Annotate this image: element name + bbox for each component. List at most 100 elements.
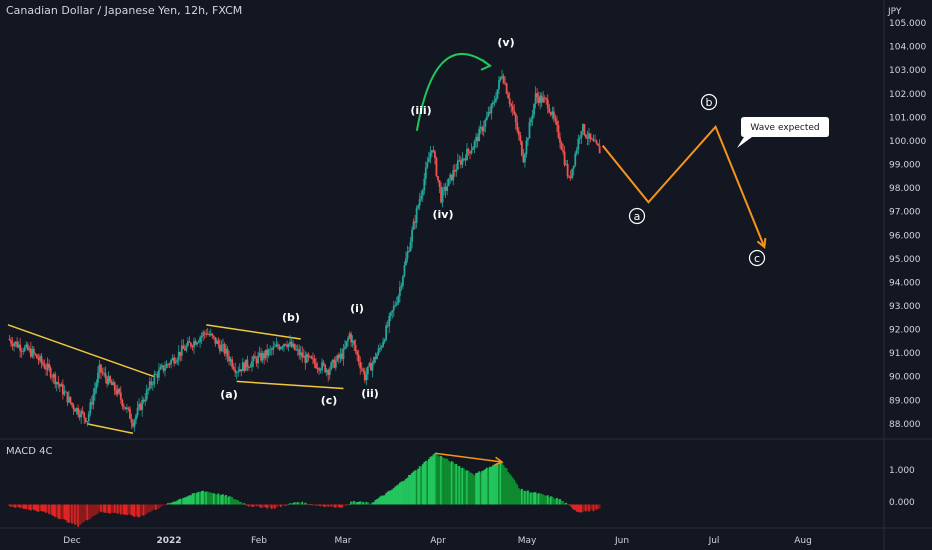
candle-body — [212, 335, 215, 338]
macd-bar — [420, 466, 423, 505]
macd-bar — [212, 493, 215, 505]
macd-bar — [93, 504, 96, 516]
candle-body — [475, 136, 478, 142]
macd-bar — [129, 504, 131, 515]
time-label-apr: Apr — [430, 536, 446, 546]
price-tick-label: 94.000 — [889, 278, 921, 288]
wave-expected-callout[interactable]: Wave expected — [737, 117, 829, 148]
macd-bar — [543, 495, 546, 505]
candle-body — [427, 158, 430, 163]
impulse-arc-arrow — [415, 53, 491, 131]
macd-bar — [485, 467, 488, 505]
macd-bar — [585, 504, 587, 512]
macd-bar — [537, 493, 540, 505]
candle-body — [272, 346, 275, 350]
candle-body — [312, 358, 314, 360]
macd-bar — [522, 490, 525, 505]
candle-body — [19, 344, 22, 351]
macd-bar — [202, 490, 205, 505]
candle-body — [164, 368, 166, 371]
symbol-title[interactable]: Canadian Dollar / Japanese Yen, 12h, FXC… — [6, 4, 243, 17]
macd-bar — [365, 501, 368, 505]
candle-body — [488, 112, 491, 114]
candle-body — [89, 402, 92, 414]
macd-bar — [43, 504, 46, 512]
macd-bar — [132, 504, 134, 517]
macd-bar — [432, 454, 435, 505]
macd-bar — [16, 504, 18, 507]
macd-bar — [115, 504, 118, 513]
macd-bar — [154, 504, 157, 510]
macd-bar — [126, 504, 128, 516]
candle-body — [440, 186, 442, 203]
macd-bar — [559, 499, 561, 505]
price-ticks: 88.000 89.000 90.000 91.000 92.000 93.000 94.0… — [889, 19, 926, 430]
candle-body — [415, 208, 418, 223]
macd-bar — [330, 504, 333, 507]
candle-body — [176, 359, 179, 362]
candle-body — [385, 325, 388, 340]
candle-body — [469, 151, 471, 154]
macd-bar — [183, 497, 186, 505]
price-axis[interactable]: JPY 88.000 89.000 90.000 91.000 92.000 93.000… — [883, 0, 932, 550]
candle-body — [379, 347, 381, 349]
macd-bar — [269, 504, 272, 508]
candle-body — [531, 114, 534, 120]
projection-marker-c-text: c — [754, 252, 760, 265]
price-tick-label: 102.000 — [889, 90, 926, 100]
candle-body — [161, 365, 163, 368]
macd-bar — [403, 480, 406, 505]
candle-body — [238, 369, 241, 372]
candle-body — [20, 350, 23, 352]
candle-body — [328, 369, 331, 375]
macd-bar — [456, 466, 459, 505]
candle-body — [495, 98, 497, 102]
candle-body — [61, 384, 64, 395]
candle-body — [289, 341, 291, 344]
candle-body — [377, 348, 380, 355]
candle-body — [223, 344, 226, 354]
candle-body — [258, 352, 261, 356]
macd-bar — [177, 499, 180, 505]
macd-bar — [581, 504, 584, 512]
macd-bar — [360, 502, 363, 505]
candle-body — [359, 361, 362, 369]
macd-bar — [505, 468, 508, 505]
macd-bar — [165, 504, 168, 506]
macd-bar — [36, 504, 38, 512]
macd-bar — [469, 472, 471, 505]
candle-body — [543, 97, 546, 99]
candle-body — [220, 345, 223, 352]
macd-bar — [231, 496, 234, 505]
macd-bar — [57, 504, 60, 519]
macd-title[interactable]: MACD 4C — [6, 446, 53, 457]
projection-marker-c: c — [748, 249, 766, 267]
macd-bar — [580, 504, 583, 513]
candle-body — [158, 369, 160, 378]
macd-bar — [14, 504, 17, 508]
macd-bar — [391, 489, 394, 505]
candle-body — [87, 413, 90, 422]
candle-body — [560, 142, 563, 150]
candle-body — [80, 410, 83, 418]
macd-bar — [87, 504, 90, 520]
candle-body — [402, 276, 404, 286]
candle-body — [257, 355, 259, 364]
candle-body — [566, 164, 569, 177]
candle-body — [356, 351, 359, 355]
candle-body — [281, 346, 284, 348]
trendline — [87, 423, 134, 435]
candle-body — [578, 137, 581, 139]
candle-body — [557, 125, 560, 138]
candle-body — [516, 122, 519, 132]
macd-bar — [81, 504, 84, 523]
macd-bar — [182, 497, 185, 505]
candle-body — [446, 186, 449, 191]
candle-body — [508, 98, 511, 104]
time-axis[interactable]: Dec 2022 Feb Mar Apr May Jun Jul Aug — [63, 536, 812, 546]
macd-bar — [359, 501, 362, 505]
macd-bar — [321, 504, 323, 506]
candle-body — [276, 344, 279, 347]
macd-bar — [255, 504, 258, 507]
